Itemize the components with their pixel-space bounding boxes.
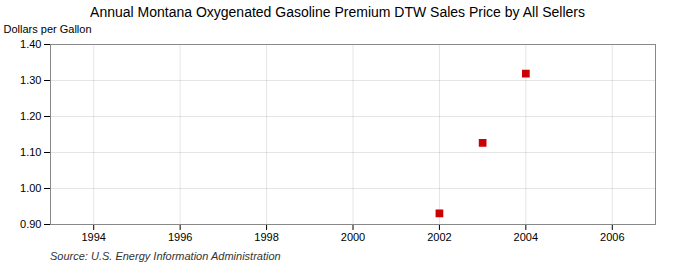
svg-text:1.30: 1.30 bbox=[20, 74, 41, 86]
svg-text:1.40: 1.40 bbox=[20, 38, 41, 50]
svg-text:1.20: 1.20 bbox=[20, 110, 41, 122]
svg-text:1.00: 1.00 bbox=[20, 182, 41, 194]
svg-text:1996: 1996 bbox=[168, 231, 192, 243]
svg-text:1.10: 1.10 bbox=[20, 146, 41, 158]
svg-text:1994: 1994 bbox=[81, 231, 105, 243]
svg-text:1998: 1998 bbox=[254, 231, 278, 243]
svg-text:2002: 2002 bbox=[427, 231, 451, 243]
html-text:Source: U.S. Energy Informatio: Source: U.S. Energy Information Administ… bbox=[50, 250, 281, 262]
svg-text:0.90: 0.90 bbox=[20, 218, 41, 230]
svg-text:2004: 2004 bbox=[514, 231, 538, 243]
html-text:Annual Montana Oxygenated Gaso: Annual Montana Oxygenated Gasoline Premi… bbox=[90, 4, 585, 20]
svg-text:2000: 2000 bbox=[341, 231, 365, 243]
svg-text:2006: 2006 bbox=[600, 231, 624, 243]
svg-text:Dollars per Gallon: Dollars per Gallon bbox=[4, 23, 92, 35]
